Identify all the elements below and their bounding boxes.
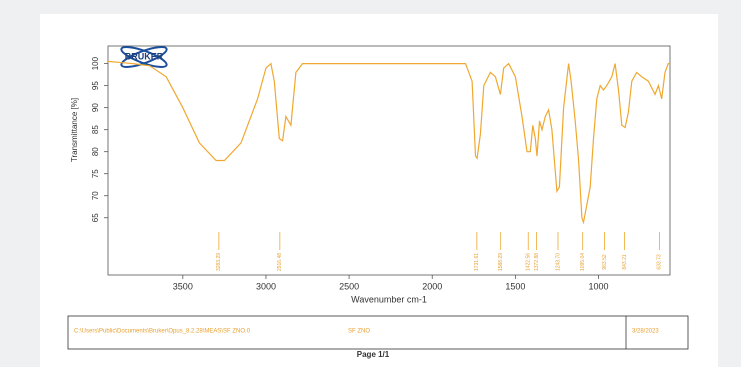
x-tick-label: 1500	[505, 281, 525, 291]
y-tick-label: 75	[91, 169, 100, 178]
peak-label: 1095.04	[580, 253, 586, 271]
footer-date: 3/28/2023	[632, 329, 659, 335]
paper	[40, 14, 718, 367]
plot-frame	[107, 45, 671, 276]
y-axis-label: Transmittance [%]	[70, 98, 79, 162]
y-tick-label: 100	[91, 56, 100, 70]
peak-label: 963.52	[602, 254, 608, 270]
y-tick-label: 80	[91, 147, 100, 156]
page-number: Page 1/1	[357, 350, 390, 359]
x-axis-label: Wavenumber cm-1	[351, 294, 427, 304]
y-tick-label: 95	[91, 81, 100, 90]
spectrum-line	[107, 60, 670, 225]
peak-label: 1422.56	[526, 253, 532, 271]
y-tick-label: 85	[91, 125, 100, 134]
footer-file: C:\Users\Public\Documents\Bruker\Opus_8.…	[74, 329, 251, 335]
y-tick-label: 90	[91, 103, 100, 112]
x-tick-label: 1000	[588, 281, 608, 291]
peak-label: 1372.88	[534, 253, 540, 271]
y-tick-label: 70	[91, 191, 100, 200]
x-tick-label: 3500	[173, 281, 193, 291]
x-tick-label: 2500	[339, 281, 359, 291]
logo: BRUKER	[120, 46, 168, 68]
x-tick-label: 3000	[256, 281, 276, 291]
peak-label: 1588.29	[498, 253, 504, 271]
footer-sample: SF ZNO	[348, 329, 370, 335]
x-tick-label: 2000	[422, 281, 442, 291]
peak-label: 2916.48	[277, 253, 283, 271]
footer-box	[67, 315, 689, 350]
peak-label: 3283.29	[216, 253, 222, 271]
peak-label: 1243.70	[555, 253, 561, 271]
peak-label: 633.73	[657, 254, 663, 270]
y-tick-label: 65	[91, 213, 100, 222]
peak-label: 843.21	[622, 254, 628, 270]
peak-label: 1731.61	[474, 253, 480, 271]
logo-text: BRUKER	[125, 51, 164, 61]
